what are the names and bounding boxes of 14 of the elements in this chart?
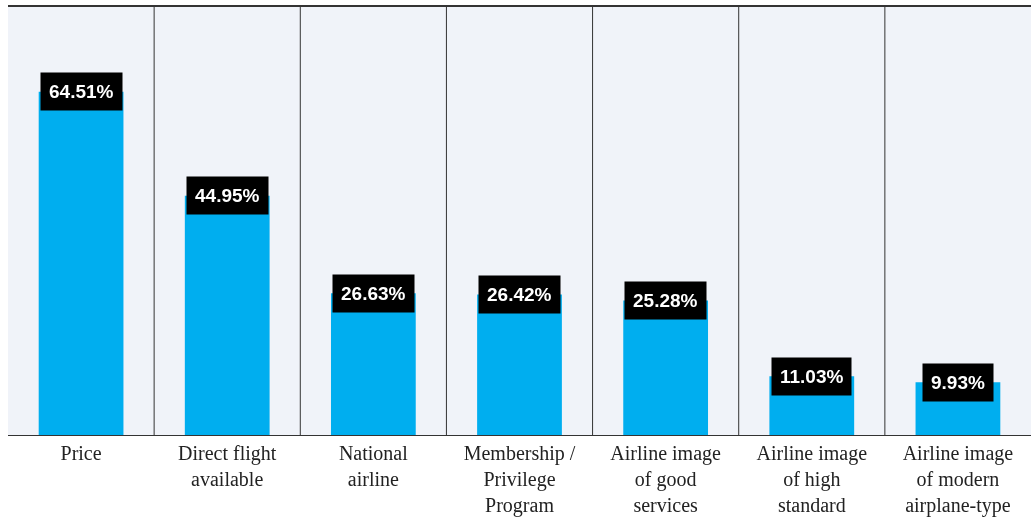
data-label: 64.51% <box>49 81 114 102</box>
data-label: 26.63% <box>341 283 406 304</box>
x-tick-label: Airline image of good services <box>610 442 722 516</box>
x-tick-label: Direct flight available <box>178 442 277 490</box>
data-label: 9.93% <box>931 372 985 393</box>
data-label: 11.03% <box>780 366 844 387</box>
x-tick-label: Airline image of high standard <box>756 442 868 516</box>
data-label: 26.42% <box>487 284 552 305</box>
x-tick-label: Price <box>60 442 102 464</box>
x-tick-label: Membership / Privilege Program <box>463 442 576 517</box>
x-tick-label: National airline <box>338 442 409 490</box>
data-label: 44.95% <box>195 185 260 206</box>
x-tick-label: Airline image of modern airplane-type <box>902 442 1014 517</box>
data-label: 25.28% <box>633 290 698 311</box>
